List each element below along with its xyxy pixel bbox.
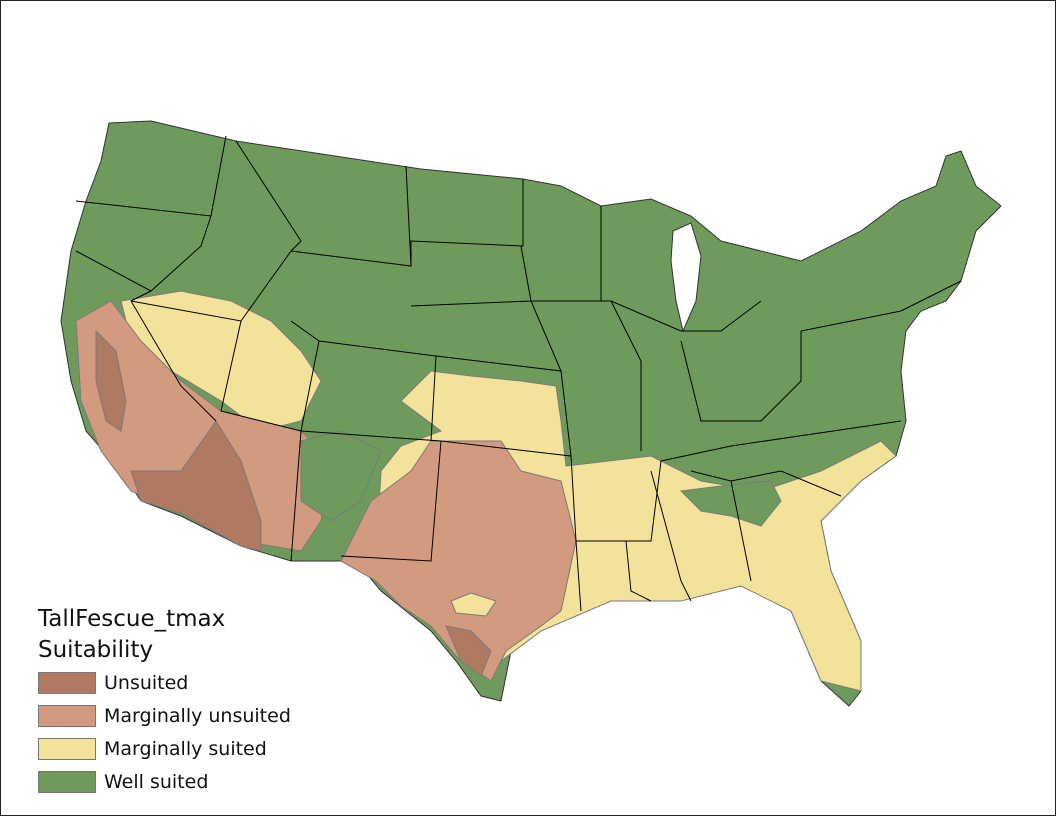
legend-item-marginally-suited: Marginally suited [38, 732, 291, 765]
legend-label: Well suited [104, 770, 209, 793]
legend-swatch [38, 671, 96, 694]
legend-swatch [38, 737, 96, 760]
marginally-unsuited-area-texas [340, 440, 577, 682]
unsuited-area-arizona [130, 420, 262, 552]
unsuited-area-california [95, 329, 127, 432]
legend-item-unsuited: Unsuited [38, 666, 291, 699]
marginally-suited-area-hill-country [450, 592, 497, 617]
legend-subtitle: Suitability [38, 637, 154, 663]
legend-title: TallFescue_tmax [38, 606, 226, 632]
legend: TallFescue_tmax Suitability Unsuited Mar… [38, 604, 291, 798]
well-suited-area-nm [300, 430, 382, 522]
unsuited-area-south-texas [445, 625, 492, 677]
legend-swatch [38, 770, 96, 793]
legend-label: Marginally unsuited [104, 704, 291, 727]
legend-item-marginally-unsuited: Marginally unsuited [38, 699, 291, 732]
state-boundaries [75, 135, 962, 612]
legend-label: Unsuited [104, 671, 189, 694]
legend-item-well-suited: Well suited [38, 765, 291, 798]
well-suited-area-georgia [679, 480, 782, 527]
legend-label: Marginally suited [104, 737, 267, 760]
legend-swatch [38, 704, 96, 727]
lake-michigan [670, 222, 702, 333]
